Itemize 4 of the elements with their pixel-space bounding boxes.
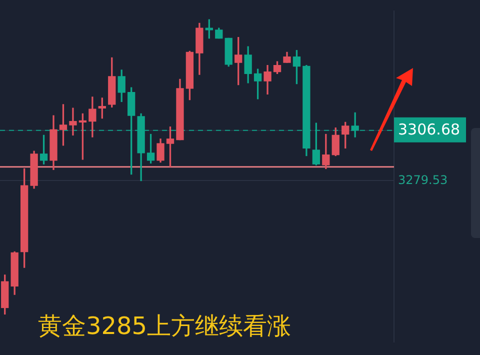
y-tick-label: 3306.68 — [398, 120, 460, 138]
y-tick-label: 3279.53 — [398, 172, 448, 187]
text: 黄金3285上方继续看涨 — [38, 311, 292, 342]
candlestick — [69, 108, 77, 136]
